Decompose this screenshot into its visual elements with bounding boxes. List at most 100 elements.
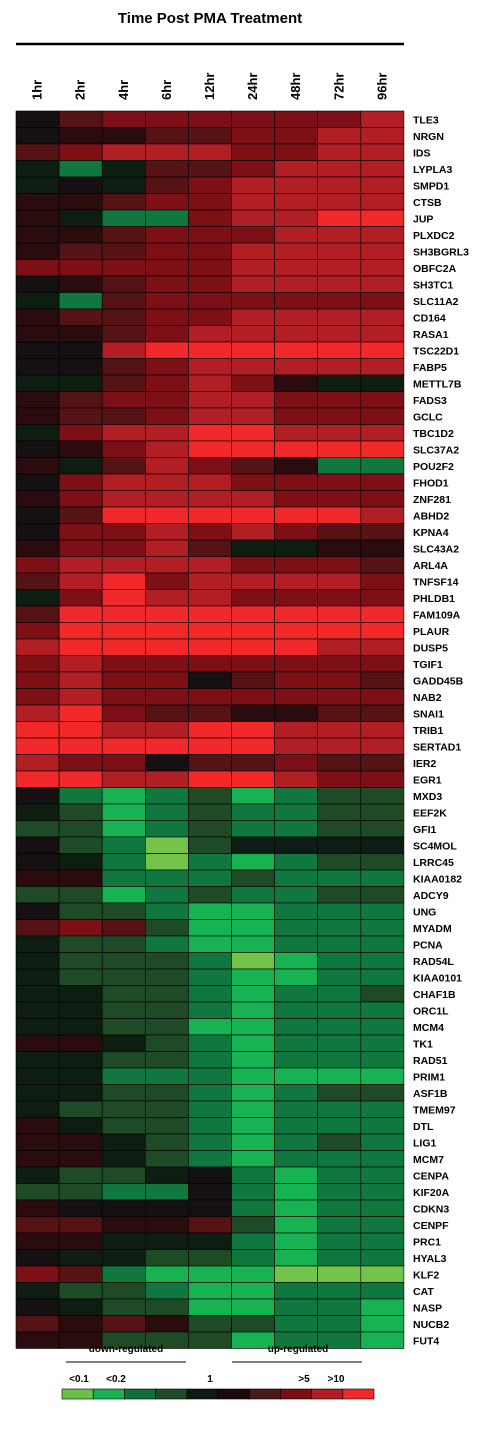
legend-swatch [342, 1388, 375, 1400]
heatmap-cell [188, 424, 232, 442]
heatmap-cell [317, 523, 362, 541]
heatmap-cell [274, 539, 319, 557]
heatmap-cell [145, 1067, 189, 1085]
heatmap-cell [231, 1084, 275, 1102]
heatmap-cell [101, 1298, 146, 1316]
heatmap-cell [101, 919, 146, 937]
heatmap-cell [145, 655, 189, 673]
row-label: TMEM97 [413, 1104, 456, 1116]
heatmap-cell [101, 1315, 146, 1333]
heatmap-cell [231, 671, 275, 689]
heatmap-cell [274, 1100, 319, 1118]
heatmap-cell [360, 374, 405, 392]
heatmap-cell [188, 902, 232, 920]
heatmap-cell [145, 1084, 189, 1102]
heatmap-cell [15, 275, 60, 293]
heatmap-cell [145, 523, 189, 541]
heatmap-cell [15, 770, 60, 788]
heatmap-cell [15, 1150, 60, 1168]
heatmap-cell [15, 935, 60, 953]
heatmap-cell [15, 193, 60, 211]
heatmap-cell [188, 869, 232, 887]
heatmap-cell [360, 127, 405, 145]
heatmap-cell [231, 572, 275, 590]
heatmap-cell [317, 209, 362, 227]
heatmap-cell [188, 110, 232, 128]
row-label: KPNA4 [413, 527, 449, 539]
heatmap-cell [317, 902, 362, 920]
heatmap-cell [317, 325, 362, 343]
heatmap-cell [317, 671, 362, 689]
heatmap-cell [188, 1018, 232, 1036]
row-label: CD164 [413, 312, 446, 324]
heatmap-cell [15, 127, 60, 145]
heatmap-cell [188, 853, 232, 871]
heatmap-cell [15, 176, 60, 194]
heatmap-cell [317, 737, 362, 755]
heatmap-cell [188, 1282, 232, 1300]
heatmap-cell [360, 407, 405, 425]
heatmap-cell [101, 572, 146, 590]
heatmap-cell [360, 688, 405, 706]
heatmap-cell [231, 803, 275, 821]
heatmap-cell [145, 391, 189, 409]
heatmap-cell [231, 1315, 275, 1333]
heatmap-cell [231, 292, 275, 310]
heatmap-cell [317, 407, 362, 425]
heatmap-cell [231, 902, 275, 920]
heatmap-cell [360, 836, 405, 854]
heatmap-cell [101, 1001, 146, 1019]
heatmap-cell [188, 539, 232, 557]
heatmap-cell [145, 886, 189, 904]
heatmap-cell [231, 1249, 275, 1267]
heatmap-cell [15, 292, 60, 310]
heatmap-cell [188, 919, 232, 937]
heatmap-cell [231, 457, 275, 475]
row-label: FUT4 [413, 1335, 439, 1347]
heatmap-cell [360, 358, 405, 376]
heatmap-cell [274, 556, 319, 574]
heatmap-cell [274, 1150, 319, 1168]
heatmap-cell [360, 110, 405, 128]
heatmap-cell [15, 605, 60, 623]
heatmap-cell [101, 803, 146, 821]
row-label: MCM7 [413, 1154, 444, 1166]
heatmap-cell [231, 1051, 275, 1069]
heatmap-cell [15, 160, 60, 178]
heatmap-cell [101, 1183, 146, 1201]
heatmap-cell [101, 605, 146, 623]
heatmap-cell [145, 506, 189, 524]
heatmap-cell [101, 787, 146, 805]
heatmap-cell [58, 506, 103, 524]
heatmap-cell [188, 1331, 232, 1349]
heatmap-cell [360, 968, 405, 986]
heatmap-cell [317, 754, 362, 772]
row-label: HYAL3 [413, 1253, 447, 1265]
heatmap-cell [231, 622, 275, 640]
row-label: SERTAD1 [413, 741, 461, 753]
heatmap-cell [274, 391, 319, 409]
heatmap-cell [15, 820, 60, 838]
heatmap-cell [101, 721, 146, 739]
heatmap-cell [188, 308, 232, 326]
heatmap-cell [317, 556, 362, 574]
heatmap-cell [15, 985, 60, 1003]
heatmap-cell [274, 1084, 319, 1102]
heatmap-cell [317, 143, 362, 161]
heatmap-cell [317, 457, 362, 475]
heatmap-cell [188, 523, 232, 541]
heatmap-cell [58, 1133, 103, 1151]
column-labels: 1hr 2hr 4hr 6hr 12hr 24hr 48hr 72hr 96hr [30, 73, 390, 100]
heatmap-cell [360, 1100, 405, 1118]
heatmap-cell [15, 1199, 60, 1217]
heatmap-cell [188, 1166, 232, 1184]
heatmap-cell [317, 803, 362, 821]
heatmap-cell [145, 952, 189, 970]
heatmap-cell [15, 1051, 60, 1069]
heatmap-cell [15, 952, 60, 970]
row-label: IDS [413, 147, 431, 159]
heatmap-cells [15, 110, 405, 1349]
heatmap-cell [274, 259, 319, 277]
heatmap-cell [101, 853, 146, 871]
